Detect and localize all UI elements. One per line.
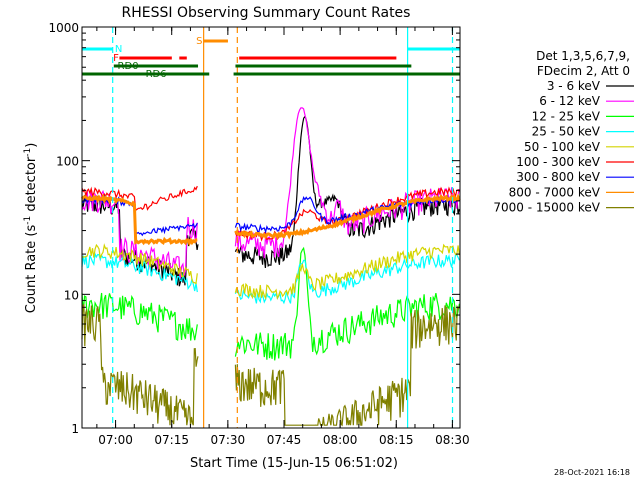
x-tick-label-2: 07:15: [154, 433, 189, 447]
series-line-8-seg1: [80, 194, 198, 247]
x-tick-label-7: 08:30: [435, 433, 470, 447]
series-800-7000kev: [80, 193, 461, 247]
series-line-9-seg1: [81, 303, 199, 426]
series-line-9-seg2: [234, 304, 461, 427]
series-50-100kev: [81, 243, 460, 301]
legend-label-5: 50 - 100 keV: [524, 140, 601, 154]
y-axis-label-end: ): [24, 143, 39, 148]
chart-title: RHESSI Observing Summary Count Rates: [122, 5, 411, 21]
flag-label-n: N: [115, 44, 122, 55]
legend-label-6: 100 - 300 keV: [516, 155, 600, 169]
y-axis-label: Count Rate (s-1 detector-1): [23, 143, 39, 314]
series-line-2-seg2: [234, 107, 460, 259]
legend-label-7: 300 - 800 keV: [516, 170, 600, 184]
legend-label-2: 6 - 12 keV: [539, 94, 601, 108]
series-7000-15000kev: [81, 303, 461, 427]
x-tick-label-6: 08:15: [379, 433, 414, 447]
y-tick-label-1: 1: [71, 422, 79, 436]
legend-label-3: 12 - 25 keV: [532, 109, 601, 123]
x-tick-label-5: 08:00: [323, 433, 358, 447]
legend-label-9: 7000 - 15000 keV: [493, 201, 600, 215]
y-tick-label-4: 1000: [48, 21, 79, 35]
legend: Det 1,3,5,6,7,9, FDecim 2, Att 0 3 - 6 k…: [493, 49, 634, 215]
y-tick-label-2: 10: [64, 288, 79, 302]
flag-label-s: S: [196, 36, 202, 47]
x-axis-label: Start Time (15-Jun-15 06:51:02): [190, 456, 398, 471]
y-axis-label-main: Count Rate (s: [24, 225, 39, 314]
series-line-6-seg1: [81, 185, 198, 212]
y-axis-label-exp1: -1: [23, 216, 33, 225]
footer-timestamp: 28-Oct-2021 16:18: [554, 468, 630, 477]
legend-header-1: Det 1,3,5,6,7,9,: [536, 49, 630, 63]
series-line-3-seg2: [234, 246, 460, 361]
y-tick-label-3: 100: [56, 155, 79, 169]
legend-label-1: 3 - 6 keV: [547, 79, 601, 93]
flag-label-rd0: RD0: [118, 61, 139, 72]
series-line-7-seg1: [81, 194, 198, 237]
flag-label-rd6: RD6: [146, 69, 167, 80]
series-12-25kev: [81, 246, 460, 361]
legend-label-8: 800 - 7000 keV: [509, 185, 601, 199]
series-line-5-seg2: [234, 243, 460, 301]
legend-header-2: FDecim 2, Att 0: [537, 64, 630, 78]
x-axis: 07:00 07:15 07:30 07:45 08:00 08:15 08:30: [96, 27, 470, 447]
plot-area: NF S RD0 RD6: [80, 27, 461, 428]
series-line-8-seg2: [234, 193, 461, 240]
flag-label-f: F: [113, 53, 119, 64]
x-tick-label-4: 07:45: [267, 433, 302, 447]
x-tick-label-3: 07:30: [211, 433, 246, 447]
y-axis-label-mid: detector: [24, 156, 39, 216]
y-axis: 1 10 100 1000: [48, 21, 460, 436]
plot-border: [81, 26, 461, 429]
plot-frame: [81, 26, 461, 429]
series-line-5-seg1: [81, 243, 198, 285]
y-axis-label-exp2: -1: [23, 148, 33, 157]
legend-label-4: 25 - 50 keV: [532, 125, 601, 139]
series-line-3-seg1: [81, 292, 198, 342]
x-tick-label-1: 07:00: [98, 433, 133, 447]
